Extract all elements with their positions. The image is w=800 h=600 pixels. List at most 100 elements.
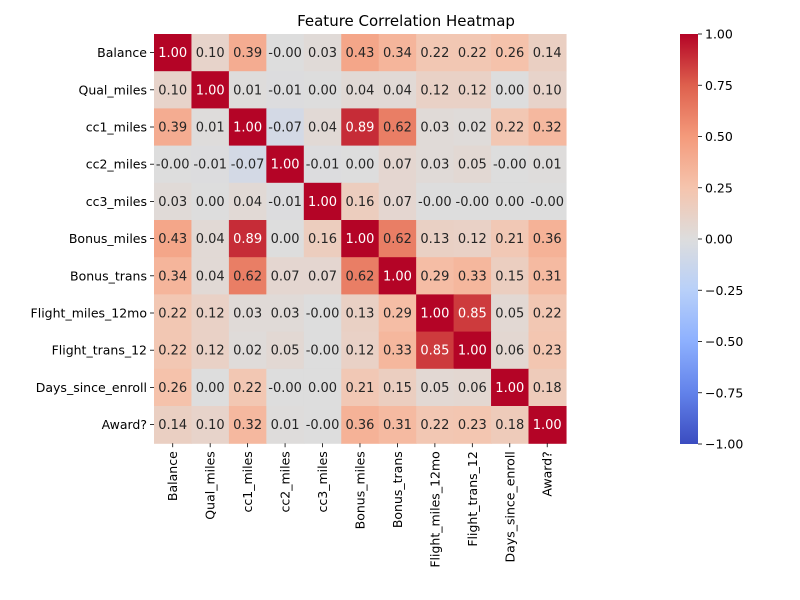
heatmap-cell: [416, 368, 455, 407]
cell-annotation: 0.04: [346, 83, 375, 98]
heatmap-cell: [416, 34, 455, 72]
cell-annotation: -0.00: [530, 195, 564, 210]
cell-annotation: -0.00: [306, 344, 340, 359]
heatmap-cell: [266, 406, 305, 444]
cell-annotation: 0.22: [495, 121, 524, 136]
heatmap-cell: [266, 182, 305, 221]
heatmap-cell: [453, 34, 492, 72]
heatmap-cell: [266, 331, 305, 370]
heatmap-cell: [491, 182, 530, 221]
cell-annotation: 0.15: [495, 269, 524, 284]
heatmap-cell: [528, 220, 567, 258]
cell-annotation: 0.12: [196, 307, 225, 322]
cell-annotation: 0.04: [308, 121, 337, 136]
colorbar-tick-label: −0.75: [705, 385, 743, 400]
heatmap-cell: [266, 368, 305, 407]
heatmap-cell: [528, 182, 567, 221]
cell-annotation: 0.04: [196, 269, 225, 284]
cell-annotation: 0.39: [233, 46, 262, 61]
heatmap-cell: [191, 145, 230, 184]
heatmap-cell: [416, 108, 455, 147]
cell-annotation: 0.62: [233, 269, 262, 284]
cell-annotation: 0.00: [196, 195, 225, 210]
colorbar-tick-label: 0.25: [705, 180, 733, 195]
cell-annotation: -0.00: [493, 158, 527, 173]
heatmap-cell: [378, 368, 417, 407]
heatmap-cell: [154, 34, 193, 72]
cell-annotation: 1.00: [383, 269, 412, 284]
heatmap-cell: [416, 220, 455, 258]
cell-annotation: 0.12: [196, 344, 225, 359]
cell-annotation: 0.34: [383, 46, 412, 61]
cell-annotation: 1.00: [420, 307, 449, 322]
heatmap-cell: [266, 257, 305, 295]
cell-annotation: 0.36: [346, 418, 375, 433]
y-tick-label: Award?: [102, 417, 147, 432]
heatmap-cell: [416, 294, 455, 333]
cell-annotation: -0.00: [268, 46, 302, 61]
heatmap-cell: [341, 145, 380, 184]
heatmap-cell: [303, 182, 342, 221]
cell-annotation: 0.01: [233, 83, 262, 98]
cell-annotation: 0.22: [533, 307, 562, 322]
x-tick-label: Bonus_miles: [352, 451, 367, 529]
cell-annotation: 0.89: [233, 232, 262, 247]
cell-annotation: 0.22: [158, 344, 187, 359]
heatmap-cell: [378, 108, 417, 147]
heatmap-cell: [191, 406, 230, 444]
heatmap-cell: [303, 257, 342, 295]
cell-annotation: 0.43: [158, 232, 187, 247]
cell-annotation: 0.06: [495, 344, 524, 359]
heatmap-cell: [154, 406, 193, 444]
cell-annotation: -0.00: [268, 381, 302, 396]
cell-annotation: 0.21: [495, 232, 524, 247]
heatmap-cell: [378, 331, 417, 370]
heatmap-cell: [528, 406, 567, 444]
cell-annotation: 0.18: [533, 381, 562, 396]
cell-annotation: 0.85: [458, 307, 487, 322]
cell-annotation: 0.13: [420, 232, 449, 247]
heatmap-cell: [491, 406, 530, 444]
x-tick-label: Flight_trans_12: [465, 451, 480, 546]
cell-annotation: 1.00: [458, 344, 487, 359]
cell-annotation: -0.00: [418, 195, 452, 210]
x-tick-label: cc2_miles: [278, 451, 293, 512]
cell-annotation: 0.04: [196, 232, 225, 247]
heatmap-cell: [491, 257, 530, 295]
heatmap-cell: [154, 108, 193, 147]
colorbar-tick-label: 0.75: [705, 78, 733, 93]
heatmap-cell: [378, 257, 417, 295]
heatmap-cell: [191, 220, 230, 258]
heatmap-cell: [154, 71, 193, 109]
y-tick-label: cc3_miles: [86, 194, 147, 209]
cell-annotation: 0.02: [233, 344, 262, 359]
heatmap-cell: [416, 257, 455, 295]
heatmap-cell: [453, 220, 492, 258]
heatmap-cell: [191, 71, 230, 109]
cell-annotation: 0.01: [533, 158, 562, 173]
heatmap-cell: [154, 182, 193, 221]
cell-annotation: -0.07: [231, 158, 265, 173]
cell-annotation: 1.00: [308, 195, 337, 210]
cell-annotation: -0.00: [306, 418, 340, 433]
heatmap-cell: [266, 220, 305, 258]
cell-annotation: -0.00: [306, 307, 340, 322]
y-axis-ticks: Balance Qual_miles cc1_miles cc2_miles cc3_m…: [31, 45, 154, 432]
cell-annotation: -0.07: [268, 121, 302, 136]
x-tick-label: Award?: [540, 451, 555, 496]
cell-annotation: 0.00: [196, 381, 225, 396]
heatmap-cell: [491, 294, 530, 333]
heatmap-cell: [191, 294, 230, 333]
cell-annotation: 0.22: [158, 307, 187, 322]
heatmap-cell: [416, 182, 455, 221]
cell-annotation: 0.18: [495, 418, 524, 433]
cell-annotation: 0.03: [420, 121, 449, 136]
heatmap-cell: [528, 34, 567, 72]
heatmap-cell: [528, 331, 567, 370]
heatmap-cell: [453, 294, 492, 333]
cell-annotation: 0.07: [383, 158, 412, 173]
cell-annotation: 1.00: [495, 381, 524, 396]
heatmap-cell: [378, 34, 417, 72]
heatmap-cell: [303, 220, 342, 258]
cell-annotation: -0.01: [268, 83, 302, 98]
